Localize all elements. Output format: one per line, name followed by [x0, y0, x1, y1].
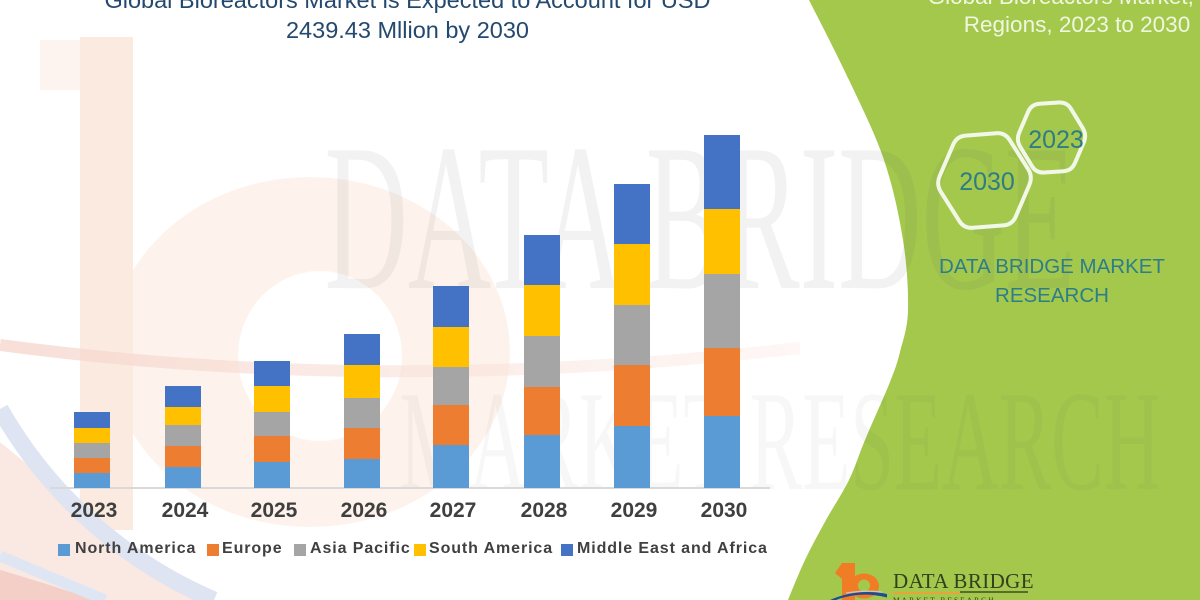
svg-text:MARKET RESEARCH: MARKET RESEARCH — [893, 596, 996, 600]
svg-text:2030: 2030 — [959, 168, 1015, 196]
svg-text:MARKET RESEARCH: MARKET RESEARCH — [399, 361, 1160, 520]
svg-text:DATA BRIDGE: DATA BRIDGE — [893, 569, 1034, 593]
svg-text:2023: 2023 — [1028, 126, 1084, 154]
